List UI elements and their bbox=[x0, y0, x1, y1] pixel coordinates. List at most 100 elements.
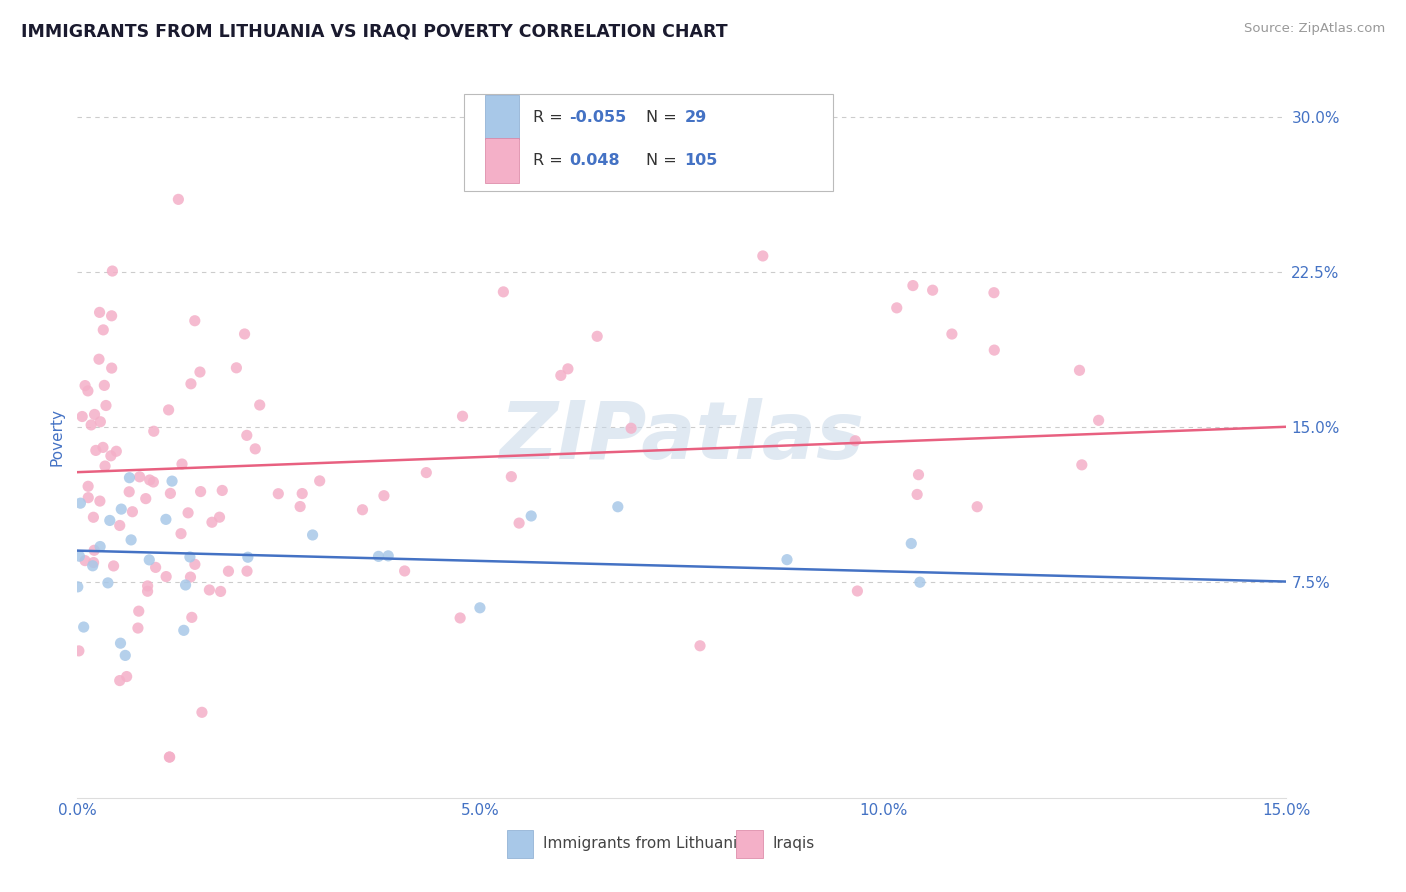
Point bbox=[508, 516, 530, 530]
Point bbox=[110, 502, 132, 516]
Point bbox=[155, 512, 177, 526]
Point bbox=[82, 558, 104, 573]
Text: N =: N = bbox=[645, 110, 682, 125]
Point bbox=[966, 500, 988, 514]
Point bbox=[501, 469, 523, 483]
Text: Iraqis: Iraqis bbox=[773, 836, 815, 851]
Point bbox=[87, 352, 110, 367]
Point bbox=[83, 543, 105, 558]
Point bbox=[118, 471, 141, 485]
Point bbox=[941, 326, 963, 341]
Point bbox=[180, 376, 202, 391]
Point bbox=[415, 466, 437, 480]
Point bbox=[983, 285, 1005, 300]
Point bbox=[208, 510, 231, 524]
Point bbox=[91, 323, 114, 337]
Point bbox=[198, 582, 221, 597]
Point bbox=[905, 487, 928, 501]
Point bbox=[120, 533, 142, 547]
Point bbox=[291, 486, 314, 500]
Point bbox=[121, 505, 143, 519]
Point bbox=[101, 264, 124, 278]
Point bbox=[128, 470, 150, 484]
Point bbox=[127, 621, 149, 635]
Point bbox=[752, 249, 775, 263]
Point bbox=[586, 329, 609, 343]
Bar bbox=[485, 138, 519, 183]
Point bbox=[184, 558, 207, 572]
Point bbox=[907, 467, 929, 482]
Text: ZIPatlas: ZIPatlas bbox=[499, 398, 865, 476]
Point bbox=[352, 502, 374, 516]
Point bbox=[1070, 458, 1092, 472]
Point bbox=[236, 428, 259, 442]
Point bbox=[89, 540, 111, 554]
Point bbox=[901, 278, 924, 293]
Point bbox=[69, 496, 91, 510]
Y-axis label: Poverty: Poverty bbox=[49, 408, 65, 467]
Point bbox=[100, 449, 122, 463]
Text: 105: 105 bbox=[685, 153, 717, 168]
Text: -0.055: -0.055 bbox=[569, 110, 627, 125]
Point bbox=[373, 489, 395, 503]
Point bbox=[983, 343, 1005, 357]
Point bbox=[236, 564, 259, 578]
Point bbox=[66, 580, 89, 594]
Point bbox=[70, 409, 93, 424]
Point bbox=[89, 305, 111, 319]
Point bbox=[77, 384, 100, 398]
Point bbox=[138, 553, 160, 567]
Point bbox=[108, 673, 131, 688]
Point bbox=[73, 620, 96, 634]
Point bbox=[157, 750, 180, 764]
Point bbox=[201, 515, 224, 529]
Point bbox=[188, 365, 211, 379]
Point bbox=[301, 528, 323, 542]
Point bbox=[159, 750, 181, 764]
Point bbox=[157, 403, 180, 417]
Point bbox=[394, 564, 416, 578]
Point bbox=[67, 644, 90, 658]
Text: IMMIGRANTS FROM LITHUANIA VS IRAQI POVERTY CORRELATION CHART: IMMIGRANTS FROM LITHUANIA VS IRAQI POVER… bbox=[21, 22, 728, 40]
Point bbox=[288, 500, 311, 514]
Point bbox=[91, 441, 114, 455]
Point bbox=[115, 669, 138, 683]
Point bbox=[449, 611, 471, 625]
Point bbox=[468, 600, 491, 615]
Point bbox=[110, 636, 132, 650]
Point bbox=[1069, 363, 1091, 377]
Point bbox=[217, 564, 239, 578]
Text: 29: 29 bbox=[685, 110, 707, 125]
Point bbox=[83, 556, 105, 570]
Text: R =: R = bbox=[533, 153, 568, 168]
Point bbox=[1087, 413, 1109, 427]
Point bbox=[145, 560, 167, 574]
Point bbox=[73, 554, 96, 568]
FancyBboxPatch shape bbox=[464, 94, 832, 192]
Point bbox=[142, 475, 165, 489]
Point bbox=[492, 285, 515, 299]
Point bbox=[177, 506, 200, 520]
Point bbox=[550, 368, 572, 383]
Point bbox=[689, 639, 711, 653]
Point bbox=[103, 558, 125, 573]
Point bbox=[921, 283, 943, 297]
Text: Source: ZipAtlas.com: Source: ZipAtlas.com bbox=[1244, 22, 1385, 36]
Point bbox=[236, 550, 259, 565]
Point bbox=[100, 309, 122, 323]
Point bbox=[211, 483, 233, 498]
Point bbox=[180, 610, 202, 624]
Point bbox=[93, 378, 115, 392]
Point bbox=[77, 479, 100, 493]
Point bbox=[249, 398, 271, 412]
Point bbox=[377, 549, 399, 563]
Point bbox=[155, 569, 177, 583]
Point bbox=[179, 570, 201, 584]
Point bbox=[108, 518, 131, 533]
Point bbox=[308, 474, 330, 488]
Point bbox=[75, 378, 97, 392]
Point bbox=[77, 491, 100, 505]
Point bbox=[98, 513, 121, 527]
Point bbox=[184, 314, 207, 328]
Point bbox=[844, 434, 866, 448]
